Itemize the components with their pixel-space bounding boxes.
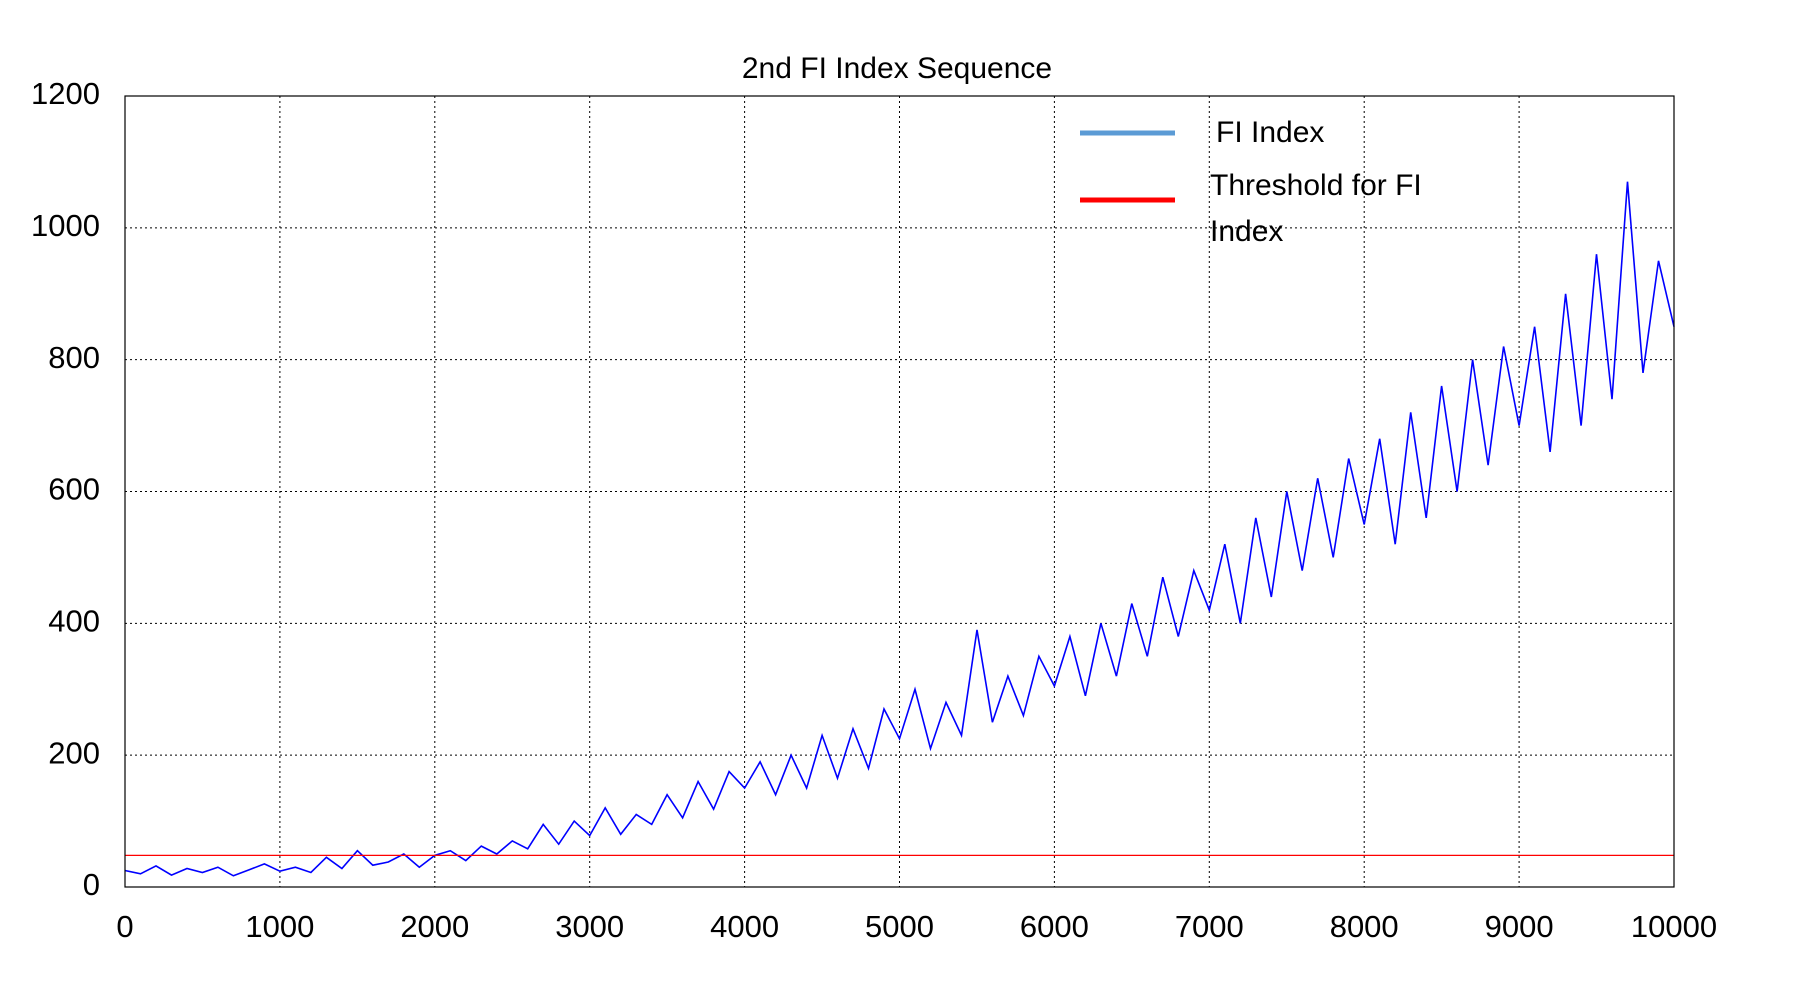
plot-frame <box>124 95 1675 888</box>
legend-label: Threshold for FI Index <box>1210 169 1422 248</box>
data-line <box>124 181 1675 877</box>
legend-label: FI Index <box>1216 116 1325 149</box>
x-tick-label: 8000 <box>1330 909 1399 944</box>
x-tick-label: 1000 <box>245 909 314 944</box>
x-tick-label: 7000 <box>1175 909 1244 944</box>
x-tick-label: 3000 <box>555 909 624 944</box>
y-tick-label: 600 <box>48 472 100 507</box>
y-tick-label: 400 <box>48 604 100 639</box>
y-tick-label: 0 <box>83 867 100 902</box>
x-tick-label: 2000 <box>400 909 469 944</box>
y-tick-label: 1000 <box>31 208 100 243</box>
y-tick-label: 200 <box>48 735 100 770</box>
x-tick-label: 4000 <box>710 909 779 944</box>
y-tick-label: 800 <box>48 340 100 375</box>
x-tick-label: 6000 <box>1020 909 1089 944</box>
y-tick-label: 1200 <box>31 76 100 111</box>
x-tick-label: 0 <box>116 909 133 944</box>
x-tick-label: 9000 <box>1485 909 1554 944</box>
x-tick-label: 5000 <box>865 909 934 944</box>
chart-title: 2nd FI Index Sequence <box>742 52 1052 85</box>
x-tick-label: 10000 <box>1631 909 1717 944</box>
